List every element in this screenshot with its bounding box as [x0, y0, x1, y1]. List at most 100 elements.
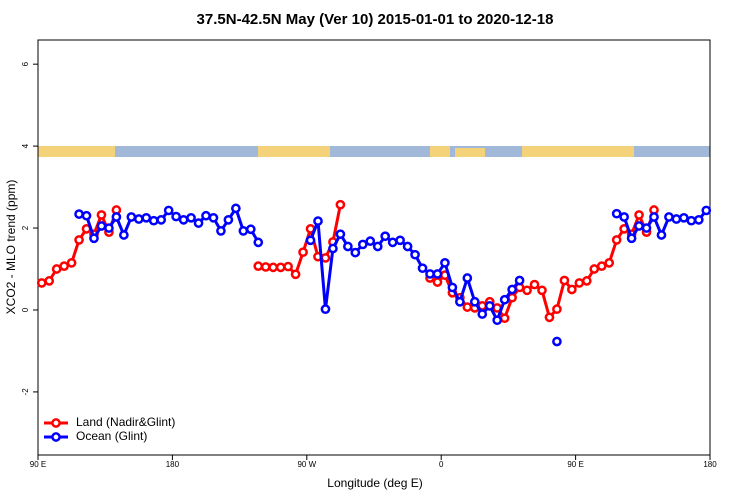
- data-point: [619, 212, 629, 222]
- data-point: [223, 214, 234, 225]
- data-point: [432, 269, 443, 279]
- data-point: [238, 226, 249, 236]
- data-point: [178, 214, 189, 225]
- data-point: [268, 262, 279, 273]
- data-point: [641, 223, 652, 233]
- data-point: [74, 209, 84, 219]
- x-tick-label: 180: [166, 460, 180, 469]
- data-point: [537, 285, 547, 296]
- data-point: [581, 276, 592, 286]
- x-tick-label: 90 W: [297, 460, 316, 469]
- data-point: [81, 210, 92, 221]
- data-point: [44, 276, 55, 286]
- data-point: [447, 282, 458, 293]
- data-point: [656, 230, 667, 240]
- data-point: [320, 304, 331, 315]
- data-point: [611, 208, 622, 219]
- data-point: [89, 233, 99, 244]
- data-point: [686, 215, 697, 226]
- y-tick-label: 0: [21, 307, 30, 312]
- data-point: [275, 262, 286, 273]
- data-point: [59, 261, 69, 271]
- legend-marker: [51, 432, 61, 442]
- data-point: [462, 302, 473, 312]
- y-tick-label: 2: [21, 225, 30, 230]
- y-tick-label: 4: [21, 143, 30, 148]
- y-tick-label: 6: [21, 61, 30, 66]
- data-point: [298, 247, 308, 258]
- data-point: [313, 216, 323, 226]
- y-tick-label: -2: [21, 388, 30, 396]
- data-point: [320, 253, 331, 263]
- data-point: [372, 241, 383, 252]
- data-point: [634, 210, 644, 220]
- data-point: [604, 258, 615, 268]
- data-point: [611, 235, 622, 245]
- data-point: [171, 211, 181, 222]
- data-point: [484, 301, 495, 311]
- data-point: [387, 237, 398, 248]
- data-point: [410, 249, 420, 260]
- data-point: [335, 199, 346, 210]
- data-point: [552, 304, 562, 315]
- data-point: [432, 277, 443, 287]
- data-point: [522, 285, 532, 296]
- data-point: [559, 275, 570, 286]
- data-point: [425, 269, 435, 279]
- data-point: [141, 212, 152, 223]
- data-point: [231, 203, 241, 214]
- data-point: [104, 223, 114, 233]
- data-point: [544, 312, 555, 323]
- data-point: [589, 264, 600, 274]
- data-point: [66, 258, 77, 268]
- data-point: [455, 296, 465, 307]
- data-point: [357, 239, 368, 250]
- data-point: [208, 212, 219, 223]
- legend-label: Ocean (Glint): [76, 429, 147, 443]
- x-axis-label: Longitude (deg E): [327, 476, 422, 490]
- data-point: [626, 233, 637, 244]
- y-axis-label: XCO2 - MLO trend (ppm): [4, 180, 18, 315]
- data-point: [253, 261, 264, 271]
- data-point: [201, 210, 211, 221]
- data-point: [701, 205, 712, 216]
- data-point: [574, 278, 585, 288]
- data-point: [679, 212, 689, 223]
- data-point: [693, 214, 704, 225]
- legend-marker: [51, 418, 61, 428]
- data-point: [96, 221, 107, 231]
- data-point: [380, 231, 391, 242]
- data-point: [440, 258, 450, 268]
- data-point: [133, 214, 144, 224]
- data-point: [477, 309, 488, 319]
- data-point: [328, 243, 338, 254]
- data-point: [283, 261, 293, 272]
- x-tick-label: 90 E: [30, 460, 46, 469]
- data-point: [507, 284, 517, 295]
- data-point: [290, 269, 301, 280]
- data-point: [216, 226, 226, 236]
- data-point: [402, 241, 413, 252]
- data-point: [499, 313, 510, 324]
- data-point: [649, 212, 659, 222]
- data-point: [305, 235, 316, 246]
- data-point: [567, 284, 577, 295]
- data-point: [186, 212, 196, 223]
- data-point: [596, 261, 607, 271]
- data-point: [51, 264, 62, 274]
- map-strip: [38, 146, 710, 157]
- data-point: [96, 210, 107, 220]
- data-point: [343, 241, 353, 252]
- data-point: [552, 336, 562, 347]
- data-point: [260, 262, 271, 272]
- data-point: [462, 273, 473, 283]
- data-point: [126, 212, 137, 222]
- data-point: [499, 294, 510, 305]
- data-point: [193, 218, 204, 228]
- data-point: [365, 236, 376, 247]
- x-tick-label: 90 E: [567, 460, 583, 469]
- data-point: [245, 224, 256, 235]
- data-point: [529, 279, 540, 290]
- data-point: [671, 214, 682, 224]
